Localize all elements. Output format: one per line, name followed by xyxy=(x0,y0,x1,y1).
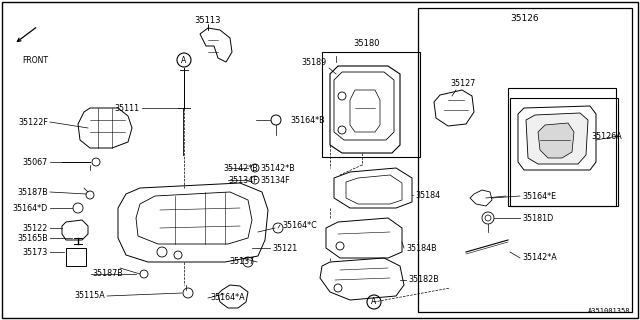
Text: 35184: 35184 xyxy=(415,190,440,199)
Text: 35115A: 35115A xyxy=(74,292,105,300)
Text: 35142*A: 35142*A xyxy=(522,253,557,262)
Text: 35164*A: 35164*A xyxy=(210,293,244,302)
Text: 35164*E: 35164*E xyxy=(522,191,556,201)
Bar xyxy=(322,52,420,157)
Text: 35134F: 35134F xyxy=(228,175,258,185)
Text: 35184B: 35184B xyxy=(406,244,436,252)
Text: 35142*B: 35142*B xyxy=(260,164,295,172)
Text: 35181D: 35181D xyxy=(522,213,553,222)
Text: 35187B: 35187B xyxy=(17,188,48,196)
Text: 35137: 35137 xyxy=(230,258,255,267)
Text: 35126: 35126 xyxy=(511,13,540,22)
Text: 35142*B: 35142*B xyxy=(223,164,258,172)
Text: 35182B: 35182B xyxy=(408,276,439,284)
Text: 35127: 35127 xyxy=(450,79,476,88)
Text: 35122: 35122 xyxy=(22,223,48,233)
Polygon shape xyxy=(526,113,588,164)
Bar xyxy=(508,88,616,206)
Text: A351001358: A351001358 xyxy=(588,308,630,314)
Text: 35173: 35173 xyxy=(23,247,48,257)
Bar xyxy=(510,98,618,206)
Text: 35113: 35113 xyxy=(195,15,221,25)
Text: A: A xyxy=(181,55,187,65)
Text: 35067: 35067 xyxy=(23,157,48,166)
Text: A: A xyxy=(371,298,376,307)
Text: 35111: 35111 xyxy=(115,103,140,113)
Text: 35164*C: 35164*C xyxy=(282,220,317,229)
Bar xyxy=(418,8,632,312)
Text: 35126A: 35126A xyxy=(591,132,622,140)
Text: 35122F: 35122F xyxy=(18,117,48,126)
Polygon shape xyxy=(538,123,574,158)
Text: 35189: 35189 xyxy=(301,58,327,67)
Text: 35187B: 35187B xyxy=(92,269,123,278)
Text: 35165B: 35165B xyxy=(17,234,48,243)
Text: 35180: 35180 xyxy=(354,39,380,48)
Bar xyxy=(66,248,86,266)
Text: 35164*D: 35164*D xyxy=(13,204,48,212)
Text: FRONT: FRONT xyxy=(22,56,48,65)
Text: 35134F: 35134F xyxy=(260,175,290,185)
Text: 35121: 35121 xyxy=(272,244,297,252)
Text: 35164*B: 35164*B xyxy=(290,116,324,124)
